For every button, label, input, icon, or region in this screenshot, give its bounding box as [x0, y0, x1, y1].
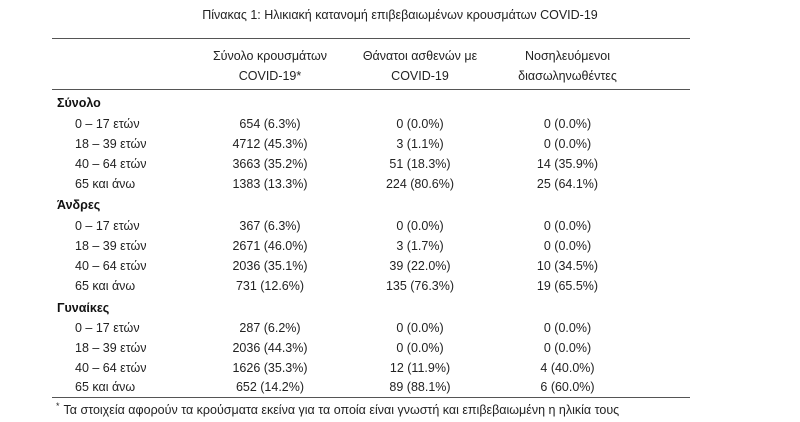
deaths-cell: 3 (1.1%)	[396, 137, 444, 151]
icu-cell: 0 (0.0%)	[543, 219, 592, 233]
header-deaths: Θάνατοι ασθενών με COVID-19	[350, 46, 490, 86]
group-label-men: Άνδρες	[57, 198, 101, 212]
cases-cell: 4712 (45.3%)	[232, 137, 308, 151]
age-label: 18 – 39 ετών	[75, 239, 147, 253]
deaths-cell: 89 (88.1%)	[389, 380, 451, 394]
deaths-cell: 39 (22.0%)	[389, 259, 451, 273]
footnote-marker: *	[56, 401, 60, 411]
table-row: 0 – 17 ετών 654 (6.3%) 0 (0.0%) 0 (0.0%)	[0, 117, 800, 137]
header-icu-line2: διασωληνωθέντες	[518, 69, 617, 83]
cases-cell: 2671 (46.0%)	[232, 239, 308, 253]
icu-cell: 4 (40.0%)	[540, 361, 595, 375]
icu-cell: 0 (0.0%)	[543, 321, 592, 335]
header-deaths-line2: COVID-19	[391, 69, 449, 83]
deaths-cell: 0 (0.0%)	[396, 117, 444, 131]
icu-cell: 0 (0.0%)	[543, 341, 592, 355]
age-label: 65 και άνω	[75, 279, 136, 293]
deaths-cell: 51 (18.3%)	[389, 157, 451, 171]
age-label: 40 – 64 ετών	[75, 361, 147, 375]
icu-cell: 10 (34.5%)	[536, 259, 599, 273]
table-header-rule	[52, 89, 690, 90]
table-row: 40 – 64 ετών 2036 (35.1%) 39 (22.0%) 10 …	[0, 259, 800, 279]
deaths-cell: 0 (0.0%)	[396, 321, 444, 335]
age-label: 18 – 39 ετών	[75, 341, 147, 355]
cases-cell: 654 (6.3%)	[239, 117, 301, 131]
deaths-cell: 0 (0.0%)	[396, 341, 444, 355]
header-icu-line1: Νοσηλευόμενοι	[524, 49, 610, 63]
table-row: 0 – 17 ετών 287 (6.2%) 0 (0.0%) 0 (0.0%)	[0, 321, 800, 341]
group-label-total: Σύνολο	[57, 96, 101, 110]
footnote: * Τα στοιχεία αφορούν τα κρούσματα εκείνα…	[56, 401, 619, 417]
table-row: 65 και άνω 652 (14.2%) 89 (88.1%) 6 (60.…	[0, 380, 800, 400]
table-row: 40 – 64 ετών 1626 (35.3%) 12 (11.9%) 4 (…	[0, 361, 800, 381]
header-cases: Σύνολο κρουσμάτων COVID-19*	[205, 46, 335, 86]
table-row: 0 – 17 ετών 367 (6.3%) 0 (0.0%) 0 (0.0%)	[0, 219, 800, 239]
age-label: 18 – 39 ετών	[75, 137, 147, 151]
table-row: 40 – 64 ετών 3663 (35.2%) 51 (18.3%) 14 …	[0, 157, 800, 177]
table-title: Πίνακας 1: Ηλικιακή κατανομή επιβεβαιωμέ…	[202, 8, 598, 22]
icu-cell: 6 (60.0%)	[540, 380, 595, 394]
deaths-cell: 224 (80.6%)	[385, 177, 455, 191]
age-label: 65 και άνω	[75, 380, 136, 394]
age-label: 40 – 64 ετών	[75, 157, 147, 171]
cases-cell: 2036 (44.3%)	[232, 341, 308, 355]
deaths-cell: 12 (11.9%)	[389, 361, 451, 375]
table-top-rule	[52, 38, 690, 39]
cases-cell: 1626 (35.3%)	[232, 361, 308, 375]
age-label: 0 – 17 ετών	[75, 117, 140, 131]
table-row: 65 και άνω 1383 (13.3%) 224 (80.6%) 25 (…	[0, 177, 800, 197]
cases-cell: 367 (6.3%)	[239, 219, 301, 233]
cases-cell: 731 (12.6%)	[235, 279, 305, 293]
header-cases-line1: Σύνολο κρουσμάτων	[212, 49, 328, 63]
footnote-text: Τα στοιχεία αφορούν τα κρούσματα εκείνα …	[63, 403, 620, 418]
cases-cell: 287 (6.2%)	[239, 321, 301, 335]
cases-cell: 2036 (35.1%)	[232, 259, 308, 273]
table-row: 18 – 39 ετών 2036 (44.3%) 0 (0.0%) 0 (0.…	[0, 341, 800, 361]
icu-cell: 19 (65.5%)	[536, 279, 599, 293]
age-label: 65 και άνω	[75, 177, 136, 191]
table-row: 65 και άνω 731 (12.6%) 135 (76.3%) 19 (6…	[0, 279, 800, 299]
cases-cell: 1383 (13.3%)	[232, 177, 308, 191]
icu-cell: 14 (35.9%)	[536, 157, 599, 171]
age-label: 40 – 64 ετών	[75, 259, 147, 273]
table-row: 18 – 39 ετών 4712 (45.3%) 3 (1.1%) 0 (0.…	[0, 137, 800, 157]
cases-cell: 652 (14.2%)	[235, 380, 305, 394]
icu-cell: 25 (64.1%)	[536, 177, 599, 191]
icu-cell: 0 (0.0%)	[543, 239, 592, 253]
deaths-cell: 135 (76.3%)	[385, 279, 455, 293]
header-deaths-line1: Θάνατοι ασθενών με	[362, 49, 478, 63]
icu-cell: 0 (0.0%)	[543, 117, 592, 131]
deaths-cell: 0 (0.0%)	[396, 219, 444, 233]
icu-cell: 0 (0.0%)	[543, 137, 592, 151]
cases-cell: 3663 (35.2%)	[232, 157, 308, 171]
table-row: 18 – 39 ετών 2671 (46.0%) 3 (1.7%) 0 (0.…	[0, 239, 800, 259]
age-label: 0 – 17 ετών	[75, 219, 140, 233]
table-bottom-rule	[52, 397, 690, 398]
header-cases-line2: COVID-19*	[238, 69, 302, 83]
header-icu: Νοσηλευόμενοι διασωληνωθέντες	[500, 46, 635, 86]
age-label: 0 – 17 ετών	[75, 321, 140, 335]
deaths-cell: 3 (1.7%)	[396, 239, 444, 253]
group-label-women: Γυναίκες	[57, 301, 110, 315]
